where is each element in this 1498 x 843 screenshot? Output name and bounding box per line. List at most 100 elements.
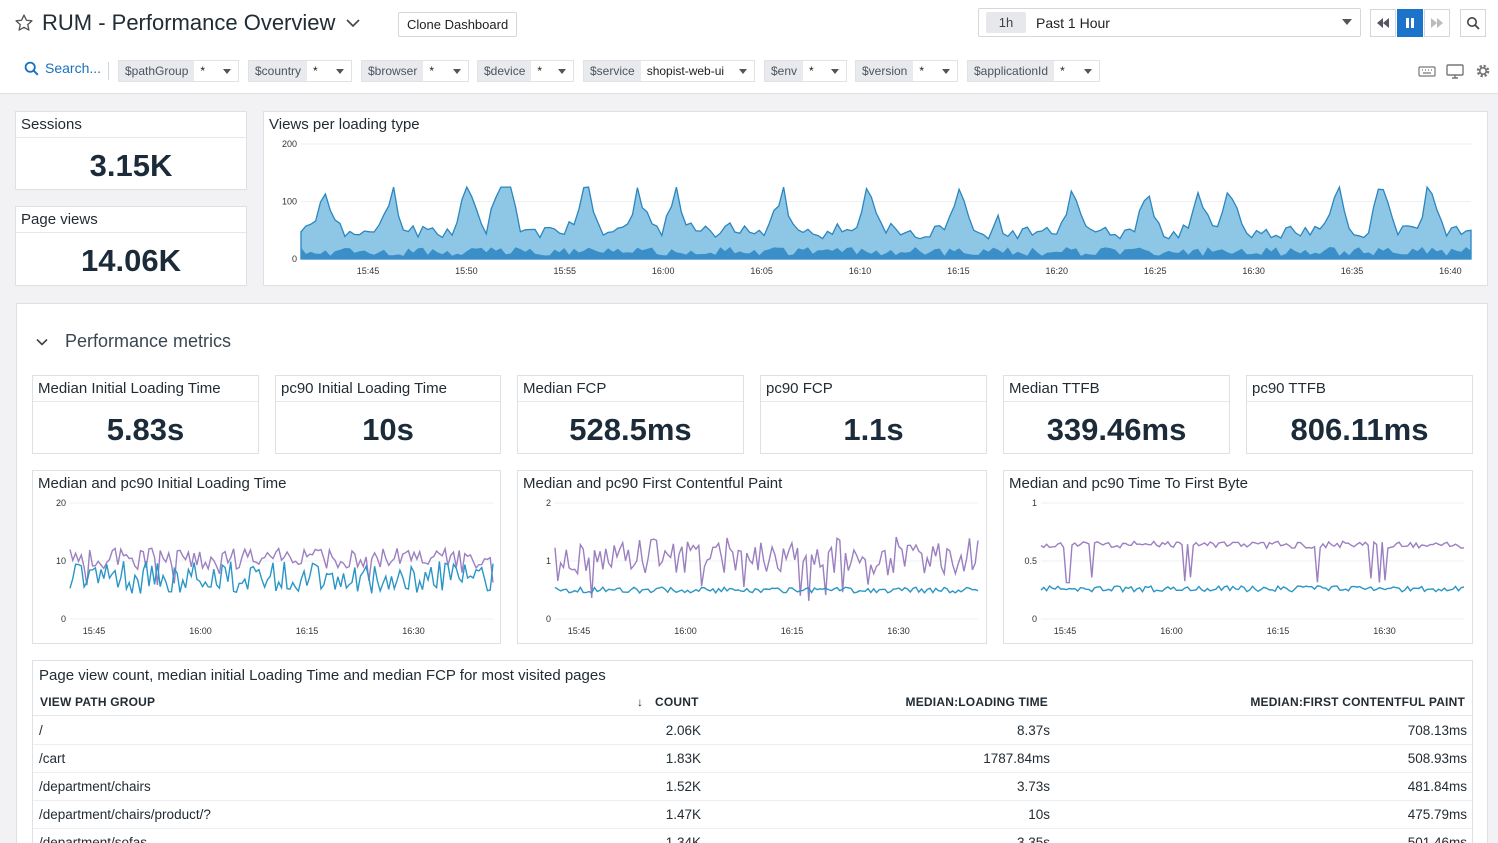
y-tick-label: 0.5: [1024, 556, 1037, 566]
tv-mode-icon[interactable]: [1446, 63, 1464, 79]
cell-count: 1.47K: [665, 807, 701, 822]
widget-title: Median Initial Loading Time: [38, 380, 221, 397]
keyboard-icon[interactable]: [1418, 63, 1436, 79]
clone-dashboard-button[interactable]: Clone Dashboard: [398, 12, 518, 37]
metric-median-loading-time: Median Initial Loading Time 5.83s: [32, 375, 259, 454]
template-var-value: *: [1060, 64, 1065, 78]
table-row[interactable]: /department/chairs 1.52K 3.73s 481.84ms: [33, 773, 1472, 801]
star-icon[interactable]: [14, 13, 34, 33]
metric-value: 5.83s: [106, 411, 185, 447]
widget-title: Median and pc90 First Contentful Paint: [523, 475, 783, 492]
page-views-widget: Page views 14.06K: [15, 206, 247, 286]
widget-title: pc90 TTFB: [1252, 380, 1326, 397]
x-tick-label: 16:00: [189, 626, 212, 636]
cell-fcp: 475.79ms: [1407, 807, 1467, 822]
metric-value: 806.11ms: [1290, 411, 1429, 447]
widget-title: pc90 Initial Loading Time: [281, 380, 447, 397]
table-row[interactable]: /department/sofas 1.34K 3.35s 501.46ms: [33, 829, 1472, 843]
x-tick-label: 16:30: [402, 626, 425, 636]
divider: [1247, 401, 1472, 402]
divider: [1004, 401, 1229, 402]
x-tick-label: 16:30: [1242, 266, 1265, 276]
divider: [16, 137, 246, 138]
pause-button[interactable]: [1397, 9, 1423, 37]
cell-fcp: 508.93ms: [1407, 751, 1467, 766]
timeseries-fcp: Median and pc90 First Contentful Paint 2…: [517, 470, 987, 644]
dashboard-title: RUM - Performance Overview: [42, 10, 336, 35]
widget-title: Median FCP: [523, 380, 607, 397]
series-pc90: [554, 536, 979, 601]
template-var-value: shopist-web-ui: [646, 64, 725, 78]
table-row[interactable]: /cart 1.83K 1787.84ms 508.93ms: [33, 745, 1472, 773]
time-range-picker[interactable]: 1h Past 1 Hour: [978, 8, 1361, 37]
cell-loading-time: 3.73s: [1016, 779, 1050, 794]
rewind-button[interactable]: [1370, 9, 1396, 37]
x-tick-label: 16:15: [296, 626, 319, 636]
widget-title: Views per loading type: [269, 116, 420, 133]
x-tick-label: 15:45: [1054, 626, 1077, 636]
template-var-version[interactable]: $version *: [855, 60, 958, 82]
template-var-applicationid[interactable]: $applicationId *: [967, 60, 1100, 82]
sessions-widget: Sessions 3.15K: [15, 111, 247, 190]
x-tick-label: 15:45: [83, 626, 106, 636]
template-var-name: $applicationId: [968, 61, 1055, 81]
table-row[interactable]: /department/chairs/product/? 1.47K 10s 4…: [33, 801, 1472, 829]
column-header-fcp[interactable]: MEDIAN:FIRST CONTENTFUL PAINT: [1250, 695, 1465, 709]
template-var-device[interactable]: $device *: [477, 60, 574, 82]
column-header-path[interactable]: VIEW PATH GROUP: [40, 695, 156, 709]
caret-down-icon: [336, 68, 344, 74]
cell-path: /department/chairs/product/?: [39, 807, 211, 822]
timeseries-loading-time: Median and pc90 Initial Loading Time 20 1…: [32, 470, 501, 644]
cell-loading-time: 8.37s: [1016, 723, 1050, 738]
gear-icon[interactable]: [1474, 63, 1492, 79]
title-row: RUM - Performance Overview: [14, 8, 361, 38]
template-var-value: *: [809, 64, 814, 78]
cell-loading-time: 10s: [1028, 807, 1050, 822]
template-var-pathgroup[interactable]: $pathGroup *: [118, 60, 239, 82]
template-var-country[interactable]: $country *: [248, 60, 352, 82]
x-tick-label: 16:15: [1267, 626, 1290, 636]
loading-time-line-chart[interactable]: 20 10 0 15:45 16:00 16:15 16:30: [33, 471, 500, 643]
caret-down-icon: [453, 68, 461, 74]
search-button[interactable]: [1460, 9, 1486, 37]
divider: [276, 401, 500, 402]
cell-fcp: 501.46ms: [1407, 835, 1467, 843]
x-tick-label: 16:00: [1160, 626, 1183, 636]
template-var-browser[interactable]: $browser *: [361, 60, 469, 82]
sort-desc-icon[interactable]: ↓: [637, 695, 644, 709]
y-tick-label: 20: [56, 498, 66, 508]
x-tick-label: 16:15: [947, 266, 970, 276]
chevron-down-icon[interactable]: [35, 335, 49, 349]
x-tick-label: 16:00: [652, 266, 675, 276]
metric-pc90-fcp: pc90 FCP 1.1s: [760, 375, 987, 454]
y-tick-label: 0: [546, 614, 551, 624]
fast-forward-button[interactable]: [1424, 9, 1450, 37]
metric-pc90-loading-time: pc90 Initial Loading Time 10s: [275, 375, 501, 454]
ttfb-line-chart[interactable]: 1 0.5 0 15:45 16:00 16:15 16:30: [1004, 471, 1472, 643]
series-pc90: [1040, 540, 1465, 584]
template-var-service[interactable]: $service shopist-web-ui: [583, 60, 755, 82]
column-header-loading-time[interactable]: MEDIAN:LOADING TIME: [905, 695, 1048, 709]
group-header[interactable]: Performance metrics: [35, 331, 231, 352]
cell-fcp: 708.13ms: [1407, 723, 1467, 738]
search-icon: [1467, 17, 1480, 30]
metric-median-fcp: Median FCP 528.5ms: [517, 375, 744, 454]
x-tick-label: 15:45: [357, 266, 380, 276]
search-link[interactable]: Search...: [24, 60, 101, 76]
fcp-line-chart[interactable]: 2 1 0 15:45 16:00 16:15 16:30: [518, 471, 986, 643]
chevron-down-icon[interactable]: [345, 15, 361, 31]
divider: [518, 401, 743, 402]
table-header-row: VIEW PATH GROUP ↓ COUNT MEDIAN:LOADING T…: [33, 689, 1472, 716]
dashboard-header: RUM - Performance Overview Clone Dashboa…: [0, 0, 1498, 94]
divider: [761, 401, 986, 402]
template-variables-bar: Search... $pathGroup * $country * $brows…: [0, 58, 1498, 84]
cell-count: 1.52K: [665, 779, 701, 794]
views-area-chart[interactable]: 200 100 0 15:45 15:50 15:55 16:00 16:05 16:10 16:…: [264, 112, 1487, 285]
most-visited-pages-table: Page view count, median initial Loading …: [32, 660, 1473, 843]
table-row[interactable]: / 2.06K 8.37s 708.13ms: [33, 717, 1472, 745]
fast-forward-icon: [1431, 18, 1443, 28]
divider: [33, 401, 258, 402]
caret-down-icon: [739, 68, 747, 74]
template-var-env[interactable]: $env *: [764, 60, 847, 82]
column-header-count[interactable]: COUNT: [655, 695, 699, 709]
